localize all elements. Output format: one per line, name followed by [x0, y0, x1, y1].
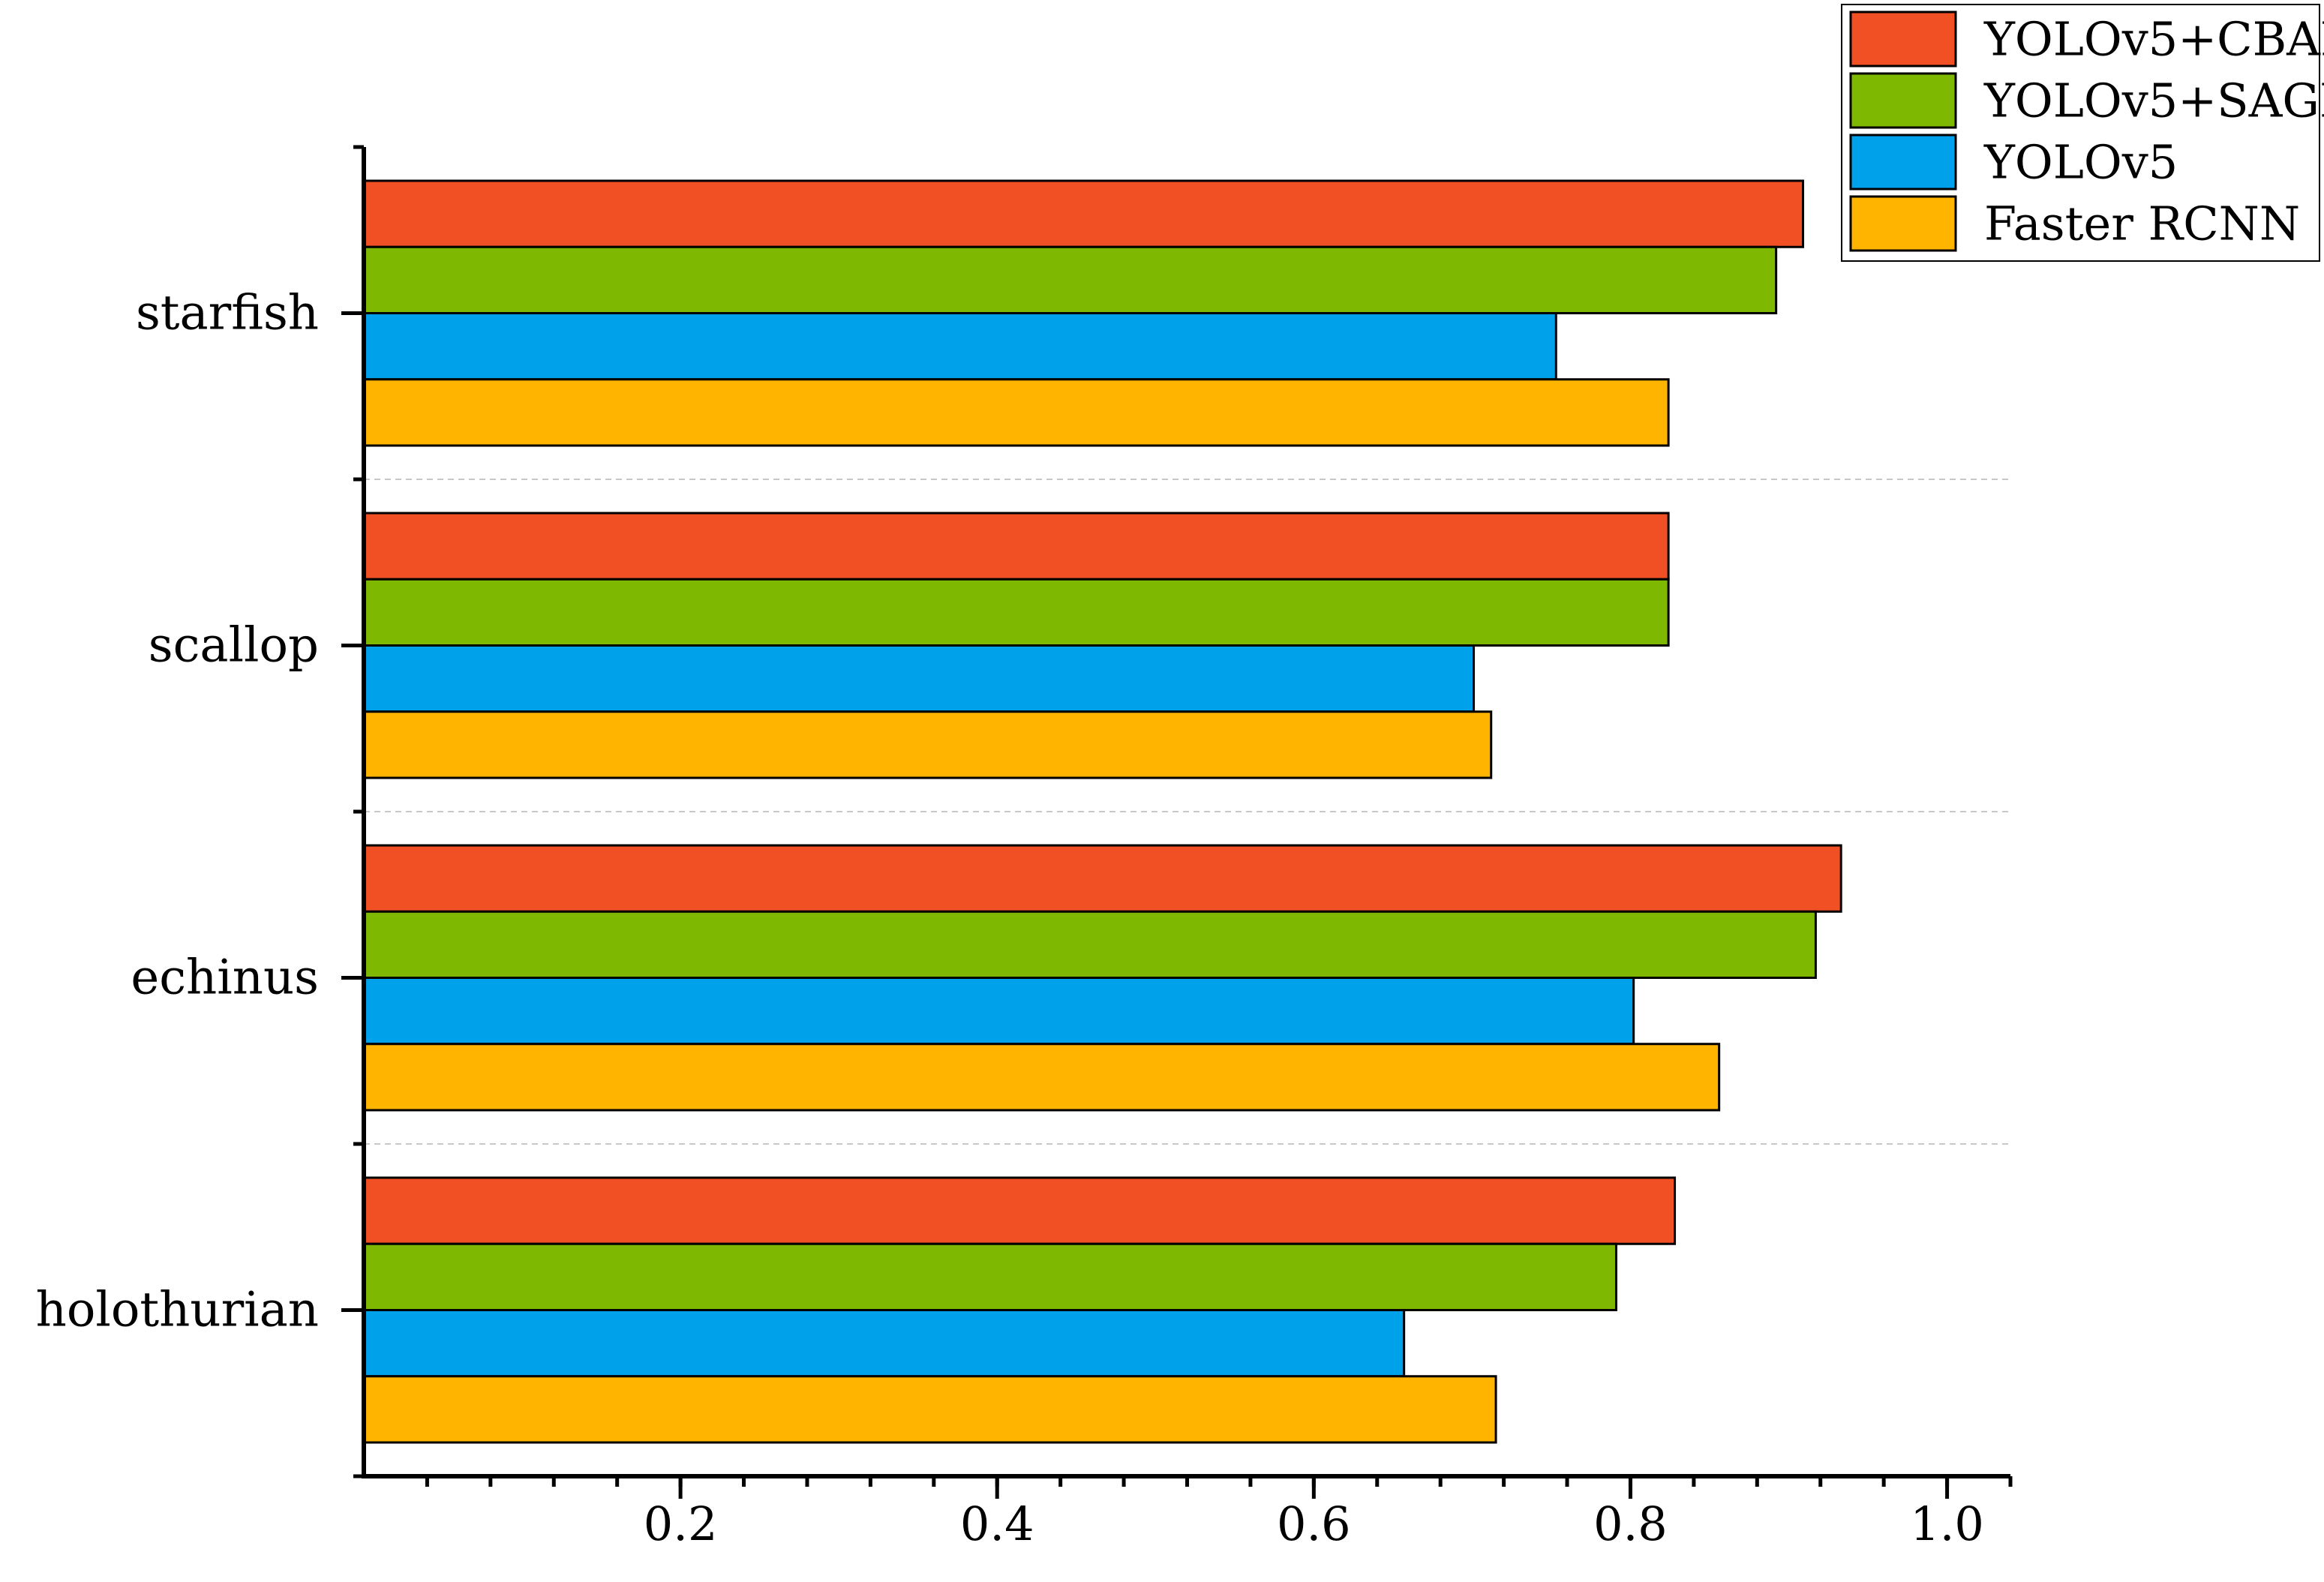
bar-starfish-yolov5-cbam	[362, 179, 1805, 248]
x-tick-label: 0.8	[1593, 1496, 1668, 1551]
x-ticks	[425, 1476, 2013, 1499]
bar-echinus-yolov5	[362, 977, 1635, 1046]
bar-holothurian-yolov5	[362, 1309, 1406, 1378]
legend: YOLOv5+CBAM YOLOv5+SAGHS YOLOv5 Faster RCNN	[1841, 4, 2324, 262]
bar-starfish-yolov5-saghs	[362, 245, 1778, 314]
x-tick-label: 1.0	[1910, 1496, 1984, 1551]
bar-echinus-yolov5-saghs	[362, 910, 1817, 979]
bar-starfish-faster-rcnn	[362, 378, 1670, 447]
bar-scallop-faster-rcnn	[362, 710, 1493, 779]
group-separators	[364, 479, 2010, 1145]
bar-starfish-yolov5	[362, 312, 1557, 381]
x-tick-label: 0.2	[644, 1496, 718, 1551]
category-label-scallop: scallop	[149, 618, 319, 674]
bar-scallop-yolov5	[362, 644, 1476, 713]
legend-label-yolov5: YOLOv5	[1983, 135, 2178, 190]
legend-swatch-yolov5-saghs	[1849, 72, 1957, 129]
bar-echinus-faster-rcnn	[362, 1043, 1721, 1112]
bars	[362, 179, 1842, 1444]
bar-holothurian-yolov5-saghs	[362, 1242, 1617, 1311]
category-label-starfish: starfish	[136, 286, 319, 341]
x-tick-label: 0.6	[1277, 1496, 1351, 1551]
legend-label-faster-rcnn: Faster RCNN	[1984, 197, 2300, 251]
y-ticks	[341, 145, 364, 1478]
legend-label-yolov5-cbam: YOLOv5+CBAM	[1983, 12, 2324, 67]
category-label-holothurian: holothurian	[36, 1283, 319, 1338]
category-label-echinus: echinus	[131, 950, 319, 1006]
bar-scallop-yolov5-saghs	[362, 578, 1670, 647]
category-labels: starfish scallop echinus holothurian	[36, 286, 319, 1338]
legend-label-yolov5-saghs: YOLOv5+SAGHS	[1983, 74, 2324, 128]
bar-holothurian-faster-rcnn	[362, 1375, 1497, 1444]
bar-scallop-yolov5-cbam	[362, 512, 1670, 581]
legend-swatch-faster-rcnn	[1849, 195, 1957, 252]
legend-swatch-yolov5	[1849, 134, 1957, 191]
x-tick-labels: 0.2 0.4 0.6 0.8 1.0	[644, 1496, 1984, 1551]
legend-swatch-yolov5-cbam	[1849, 11, 1957, 68]
x-tick-label: 0.4	[960, 1496, 1034, 1551]
bar-holothurian-yolov5-cbam	[362, 1176, 1677, 1245]
bar-echinus-yolov5-cbam	[362, 844, 1842, 913]
